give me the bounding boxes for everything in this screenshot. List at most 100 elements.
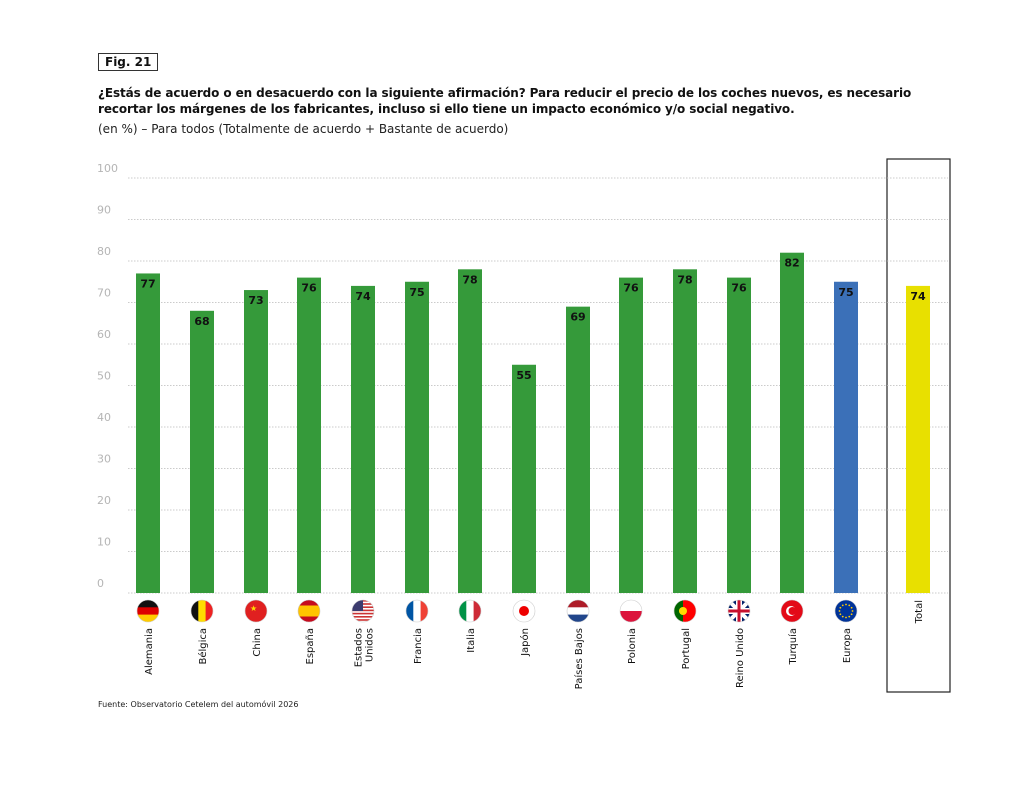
flag-stripe [137, 600, 159, 608]
bar [297, 277, 321, 593]
flag-border [512, 599, 536, 623]
data-label: 75 [838, 286, 853, 299]
star [838, 610, 841, 612]
category-label: Países Bajos [573, 628, 585, 689]
pl-flag-icon [619, 599, 643, 623]
bar [190, 310, 214, 593]
star [848, 615, 851, 618]
category-label: España [305, 628, 316, 664]
flag-border [351, 599, 375, 623]
bar [458, 269, 482, 593]
flag-stripe [198, 600, 207, 622]
star [851, 610, 854, 612]
flag-border [834, 599, 858, 623]
bar [244, 290, 268, 593]
data-label: 75 [409, 286, 424, 299]
y-tick-label: 80 [97, 245, 111, 258]
bar [906, 285, 930, 593]
data-label: 68 [194, 315, 209, 328]
flag-stripe [620, 600, 642, 611]
flag-body [620, 600, 642, 622]
category-label: Bélgica [197, 628, 209, 665]
data-label: 73 [248, 294, 263, 307]
bar [673, 269, 697, 593]
figure-label: Fig. 21 [98, 53, 159, 71]
flag-body [674, 600, 696, 622]
y-tick-label: 50 [97, 370, 111, 383]
star [839, 613, 842, 616]
flag-stripe [137, 614, 159, 622]
flag-stripe [191, 600, 199, 622]
star [845, 616, 847, 619]
category-label: Europa [842, 628, 853, 663]
y-tick-label: 70 [97, 287, 111, 300]
chart-title: ¿Estás de acuerdo o en desacuerdo con la… [98, 86, 912, 116]
bar [136, 273, 160, 593]
flag-stripe [413, 600, 422, 622]
flag-stripe [352, 616, 374, 618]
flag-stripe [567, 607, 589, 616]
y-tick-label: 40 [97, 411, 111, 424]
data-label: 76 [301, 282, 317, 295]
it-flag-icon [458, 599, 482, 623]
bar [405, 281, 429, 593]
flag-body [298, 600, 320, 622]
y-tick-label: 90 [97, 204, 111, 217]
tr-flag-icon [780, 599, 804, 623]
data-label: 78 [677, 273, 692, 286]
data-label: 69 [570, 311, 585, 324]
flag-stripe [473, 600, 481, 622]
flag-stripe [406, 600, 414, 622]
y-tick-label: 10 [97, 536, 111, 549]
flag-body [567, 600, 589, 622]
flag-body [513, 600, 535, 622]
jp-flag-icon [512, 599, 536, 623]
es-flag-icon [297, 599, 321, 623]
flag-border [619, 599, 643, 623]
star [848, 604, 851, 607]
star [839, 606, 842, 609]
source-note: Fuente: Observatorio Cetelem del automóv… [98, 700, 299, 709]
de-flag-icon [136, 599, 160, 623]
flag-stripe [420, 600, 428, 622]
flag-stripe [298, 605, 320, 617]
flag-border [136, 599, 160, 623]
uk-flag-icon [727, 599, 751, 623]
nl-flag-icon [566, 599, 590, 623]
flag-stripe [567, 614, 589, 622]
flag-border [190, 599, 214, 623]
flag-stripe [137, 607, 159, 616]
flag-border [244, 599, 268, 623]
y-tick-label: 60 [97, 328, 111, 341]
us-flag-icon [351, 599, 375, 623]
flag-stripe [683, 600, 696, 622]
category-label: Turquía [787, 628, 799, 665]
star [841, 604, 844, 607]
y-tick-label: 0 [97, 577, 104, 590]
data-label: 82 [784, 257, 799, 270]
flag-stripe [459, 600, 467, 622]
flag-stripe [835, 600, 857, 622]
flag-body [459, 600, 481, 622]
flag-body [835, 600, 857, 622]
category-label: China [252, 628, 263, 657]
flag-border [297, 599, 321, 623]
flag-body [137, 600, 159, 622]
emblem [679, 607, 687, 615]
category-label: Alemania [144, 628, 155, 675]
flag-body [406, 600, 428, 622]
flag-border [780, 599, 804, 623]
star [845, 603, 847, 606]
data-label: 55 [516, 369, 531, 382]
data-label: 78 [462, 273, 477, 286]
be-flag-icon [190, 599, 214, 623]
flag-border [727, 599, 751, 623]
star: ★ [250, 604, 257, 613]
bar [780, 252, 804, 593]
flag-stripe [674, 600, 683, 622]
category-label: Japón [519, 628, 531, 657]
bar [834, 281, 858, 593]
data-label: 77 [140, 277, 155, 290]
